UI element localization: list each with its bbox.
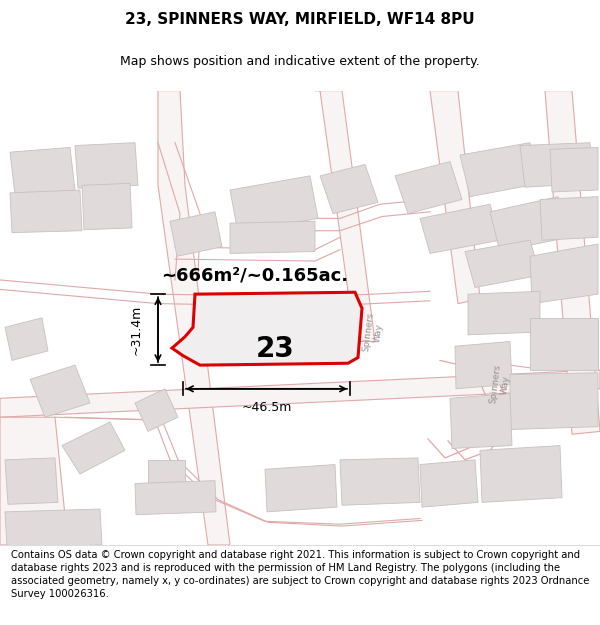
Polygon shape	[75, 142, 138, 188]
Polygon shape	[10, 148, 75, 195]
Polygon shape	[5, 318, 48, 361]
Polygon shape	[158, 91, 230, 545]
Polygon shape	[455, 341, 512, 389]
Polygon shape	[230, 176, 318, 232]
Polygon shape	[265, 464, 337, 512]
Polygon shape	[545, 91, 600, 434]
Polygon shape	[172, 292, 362, 365]
Text: ~31.4m: ~31.4m	[130, 304, 143, 355]
Polygon shape	[230, 221, 315, 254]
Polygon shape	[170, 212, 222, 256]
Polygon shape	[490, 197, 568, 251]
Polygon shape	[5, 509, 102, 547]
Polygon shape	[480, 446, 562, 503]
Polygon shape	[10, 190, 82, 232]
Polygon shape	[148, 460, 185, 488]
Text: ~666m²/~0.165ac.: ~666m²/~0.165ac.	[161, 266, 349, 284]
Polygon shape	[550, 148, 598, 192]
Polygon shape	[420, 204, 500, 254]
Polygon shape	[30, 365, 90, 418]
Polygon shape	[468, 291, 540, 335]
Polygon shape	[465, 240, 540, 288]
Polygon shape	[0, 370, 600, 418]
Polygon shape	[450, 394, 512, 449]
Polygon shape	[510, 372, 598, 429]
Polygon shape	[82, 183, 132, 230]
Polygon shape	[315, 91, 375, 341]
Polygon shape	[530, 318, 598, 370]
Text: Contains OS data © Crown copyright and database right 2021. This information is : Contains OS data © Crown copyright and d…	[11, 549, 589, 599]
Polygon shape	[340, 458, 420, 505]
Polygon shape	[62, 422, 125, 474]
Polygon shape	[530, 244, 598, 304]
Polygon shape	[395, 162, 462, 214]
Polygon shape	[0, 418, 68, 545]
Polygon shape	[320, 164, 378, 214]
Polygon shape	[460, 142, 540, 197]
Polygon shape	[430, 91, 480, 304]
Polygon shape	[520, 142, 594, 187]
Text: 23, SPINNERS WAY, MIRFIELD, WF14 8PU: 23, SPINNERS WAY, MIRFIELD, WF14 8PU	[125, 12, 475, 28]
Text: 23: 23	[256, 335, 295, 363]
Polygon shape	[540, 197, 598, 240]
Polygon shape	[135, 481, 216, 515]
Polygon shape	[135, 389, 178, 431]
Polygon shape	[5, 458, 58, 504]
Text: Spinners
Way: Spinners Way	[488, 363, 512, 405]
Text: Spinners
Way: Spinners Way	[361, 311, 385, 353]
Polygon shape	[420, 460, 478, 507]
Text: Map shows position and indicative extent of the property.: Map shows position and indicative extent…	[120, 55, 480, 68]
Text: ~46.5m: ~46.5m	[241, 401, 292, 414]
